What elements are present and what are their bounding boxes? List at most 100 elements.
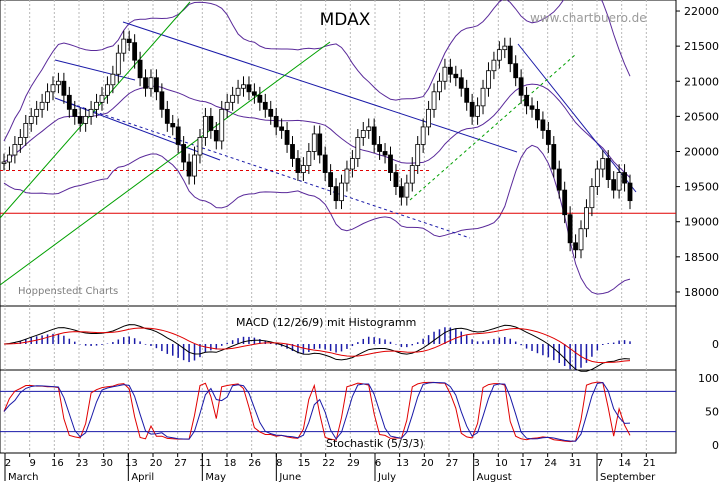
candle-body — [556, 168, 562, 191]
candle-body — [496, 49, 502, 61]
candle-body — [251, 91, 257, 96]
candle-body — [126, 38, 132, 44]
candle-body — [262, 101, 268, 110]
y-tick-label: 19500 — [684, 181, 719, 194]
downtrend-dashed — [59, 99, 471, 239]
x-tick-label: 23 — [76, 458, 89, 469]
august-downtrend — [517, 43, 637, 193]
candle-body — [12, 144, 18, 156]
candle-body — [284, 130, 290, 145]
candle-body — [45, 91, 50, 103]
candle-body — [415, 144, 421, 166]
candle-body — [99, 94, 105, 103]
stoch-y-label: 100 — [698, 372, 719, 385]
stoch-d-line — [3, 381, 631, 442]
candle-body — [28, 115, 34, 124]
candle-body — [322, 154, 328, 173]
macd-signal-line — [3, 327, 631, 364]
candle-body — [241, 84, 246, 89]
grid-layer — [0, 0, 677, 454]
candle-body — [616, 172, 622, 191]
candle-body — [447, 66, 453, 75]
x-tick-label: 13 — [396, 458, 409, 469]
month-label: June — [278, 472, 301, 483]
candle-body — [426, 108, 431, 128]
stoch-y-label: 0 — [712, 439, 719, 452]
candle-body — [600, 158, 606, 170]
candle-body — [578, 228, 584, 251]
candle-body — [404, 182, 410, 198]
candle-body — [235, 87, 241, 96]
candle-body — [382, 151, 388, 156]
x-tick-label: 14 — [618, 458, 631, 469]
stoch-y-label: 50 — [705, 406, 719, 419]
candle-body — [208, 115, 214, 131]
candle-body — [17, 137, 23, 145]
candle-body — [132, 42, 138, 61]
candle-body — [502, 45, 508, 51]
candle-body — [540, 119, 546, 131]
candle-body — [480, 87, 486, 107]
x-tick-label: 29 — [347, 458, 360, 469]
candle-body — [513, 63, 519, 79]
month-label: May — [205, 472, 226, 483]
y-tick-label: 19000 — [684, 216, 719, 229]
bollinger-upper — [3, 0, 631, 142]
candle-body — [94, 101, 99, 110]
candle-body — [7, 154, 12, 163]
candle-body — [518, 77, 524, 96]
candle-body — [181, 144, 187, 163]
candle-body — [72, 108, 78, 117]
candle-body — [431, 91, 437, 110]
channel-upper — [54, 59, 136, 81]
candle-body — [317, 133, 323, 156]
candle-body — [420, 126, 426, 145]
candle-body — [594, 168, 600, 188]
y-tick-label: 20500 — [684, 110, 719, 123]
candle-body — [589, 186, 595, 209]
candle-body — [257, 94, 263, 103]
candle-body — [458, 77, 464, 89]
candle-body — [464, 87, 470, 103]
candle-body — [328, 172, 334, 188]
candle-body — [393, 172, 399, 188]
candle-body — [344, 168, 350, 184]
candle-body — [311, 133, 317, 152]
candle-body — [159, 91, 165, 110]
x-tick-label: 20 — [150, 458, 163, 469]
x-tick-label: 30 — [100, 458, 113, 469]
candle-body — [486, 70, 491, 89]
candle-body — [224, 101, 230, 110]
y-tick-label: 18000 — [684, 286, 719, 299]
month-label: April — [131, 472, 154, 483]
candle-body — [409, 165, 415, 184]
candle-body — [437, 80, 442, 93]
candle-body — [545, 130, 551, 145]
candle-body — [143, 77, 148, 89]
candle-body — [1, 161, 7, 164]
y-tick-label: 21000 — [684, 75, 719, 88]
candle-body — [355, 137, 361, 159]
candle-body — [154, 77, 159, 93]
candle-body — [507, 45, 513, 65]
x-tick-label: 7 — [597, 458, 603, 469]
channel-lower — [54, 97, 221, 161]
month-label: July — [377, 472, 396, 483]
candle-body — [562, 189, 568, 216]
candle-body — [56, 80, 61, 86]
candle-body — [491, 59, 497, 72]
candle-body — [246, 84, 252, 93]
candle-body — [524, 94, 529, 107]
green-dashed — [409, 54, 576, 201]
month-label: September — [600, 472, 656, 483]
candle-body — [627, 182, 633, 202]
y-tick-label: 20000 — [684, 145, 719, 158]
candle-body — [535, 108, 540, 121]
candle-body — [469, 101, 475, 117]
candle-body — [279, 126, 285, 131]
x-tick-label: 15 — [298, 458, 311, 469]
x-tick-label: 3 — [473, 458, 479, 469]
candle-body — [203, 115, 208, 138]
